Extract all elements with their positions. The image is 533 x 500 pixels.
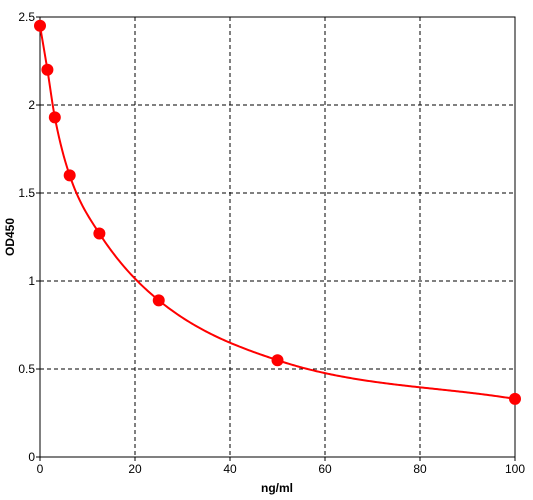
y-tick-label: 2.5 — [18, 10, 35, 24]
y-axis-label: OD450 — [3, 218, 17, 256]
y-tick-label: 1 — [28, 274, 35, 288]
y-tick-label: 0.5 — [18, 362, 35, 376]
x-tick-label: 60 — [318, 462, 332, 476]
data-point — [93, 227, 106, 240]
x-axis-label: ng/ml — [261, 481, 293, 495]
data-points — [34, 19, 521, 405]
y-tick-label: 1.5 — [18, 186, 35, 200]
x-tick-label: 80 — [413, 462, 427, 476]
y-axis-ticks: 0 0.5 1 1.5 2 2.5 — [18, 10, 40, 464]
grid-lines — [40, 17, 515, 457]
data-point — [41, 63, 54, 76]
data-point — [48, 111, 61, 124]
data-point — [63, 169, 76, 182]
x-tick-label: 100 — [505, 462, 525, 476]
y-tick-label: 0 — [28, 450, 35, 464]
plot-area — [39, 16, 516, 458]
data-point — [509, 392, 521, 405]
data-point — [152, 294, 165, 307]
y-tick-label: 2 — [28, 98, 35, 112]
data-point — [34, 19, 46, 32]
x-tick-label: 40 — [223, 462, 237, 476]
data-point — [271, 354, 284, 367]
x-axis-ticks: 0 20 40 60 80 100 — [37, 457, 525, 476]
x-tick-label: 20 — [128, 462, 142, 476]
x-tick-label: 0 — [37, 462, 44, 476]
